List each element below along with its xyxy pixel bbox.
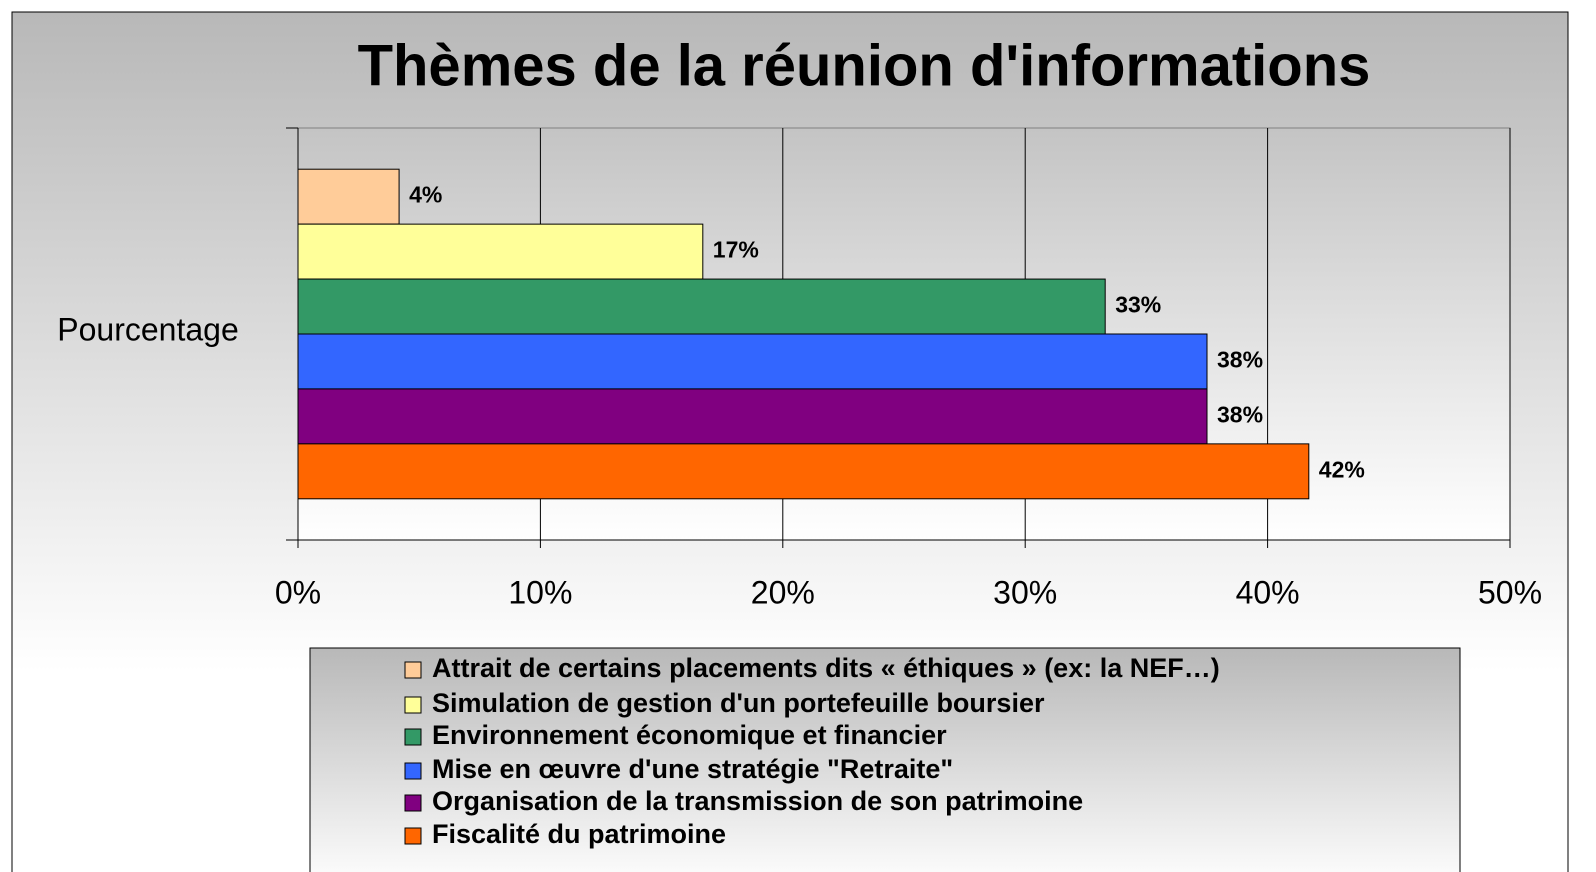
legend-label: Simulation de gestion d'un portefeuille … [432,688,1045,718]
legend-swatch [404,827,422,845]
x-tick-label: 20% [751,574,815,610]
legend-swatch [404,696,422,714]
x-tick-label: 40% [1236,574,1300,610]
data-label: 4% [409,182,442,208]
legend-label: Environnement économique et financier [432,720,947,750]
y-tick-label: Pourcentage [57,311,238,347]
x-tick-label: 10% [508,574,572,610]
legend-label: Fiscalité du patrimoine [432,819,726,849]
data-label: 38% [1217,401,1263,427]
legend-label: Organisation de la transmission de son p… [432,786,1083,816]
bar [297,443,1310,500]
x-tick-label: 30% [993,574,1057,610]
legend-label: Mise en œuvre d'une stratégie "Retraite" [432,754,953,784]
bar [297,278,1106,335]
legend-label: Attrait de certains placements dits « ét… [432,653,1220,683]
chart-title: Thèmes de la réunion d'informations [358,33,1371,98]
legend-swatch [404,728,422,746]
legend-swatch [404,661,422,679]
data-label: 17% [713,237,759,263]
x-tick-label: 0% [275,574,321,610]
bar [297,223,704,280]
legend-box [309,647,1461,872]
bar [297,333,1208,390]
legend-swatch [404,762,422,780]
data-label: 38% [1217,347,1263,373]
bar [297,388,1208,445]
data-label: 33% [1115,292,1161,318]
bar [297,168,400,225]
x-tick-label: 50% [1478,574,1542,610]
data-label: 42% [1319,456,1365,482]
legend-swatch [404,794,422,812]
